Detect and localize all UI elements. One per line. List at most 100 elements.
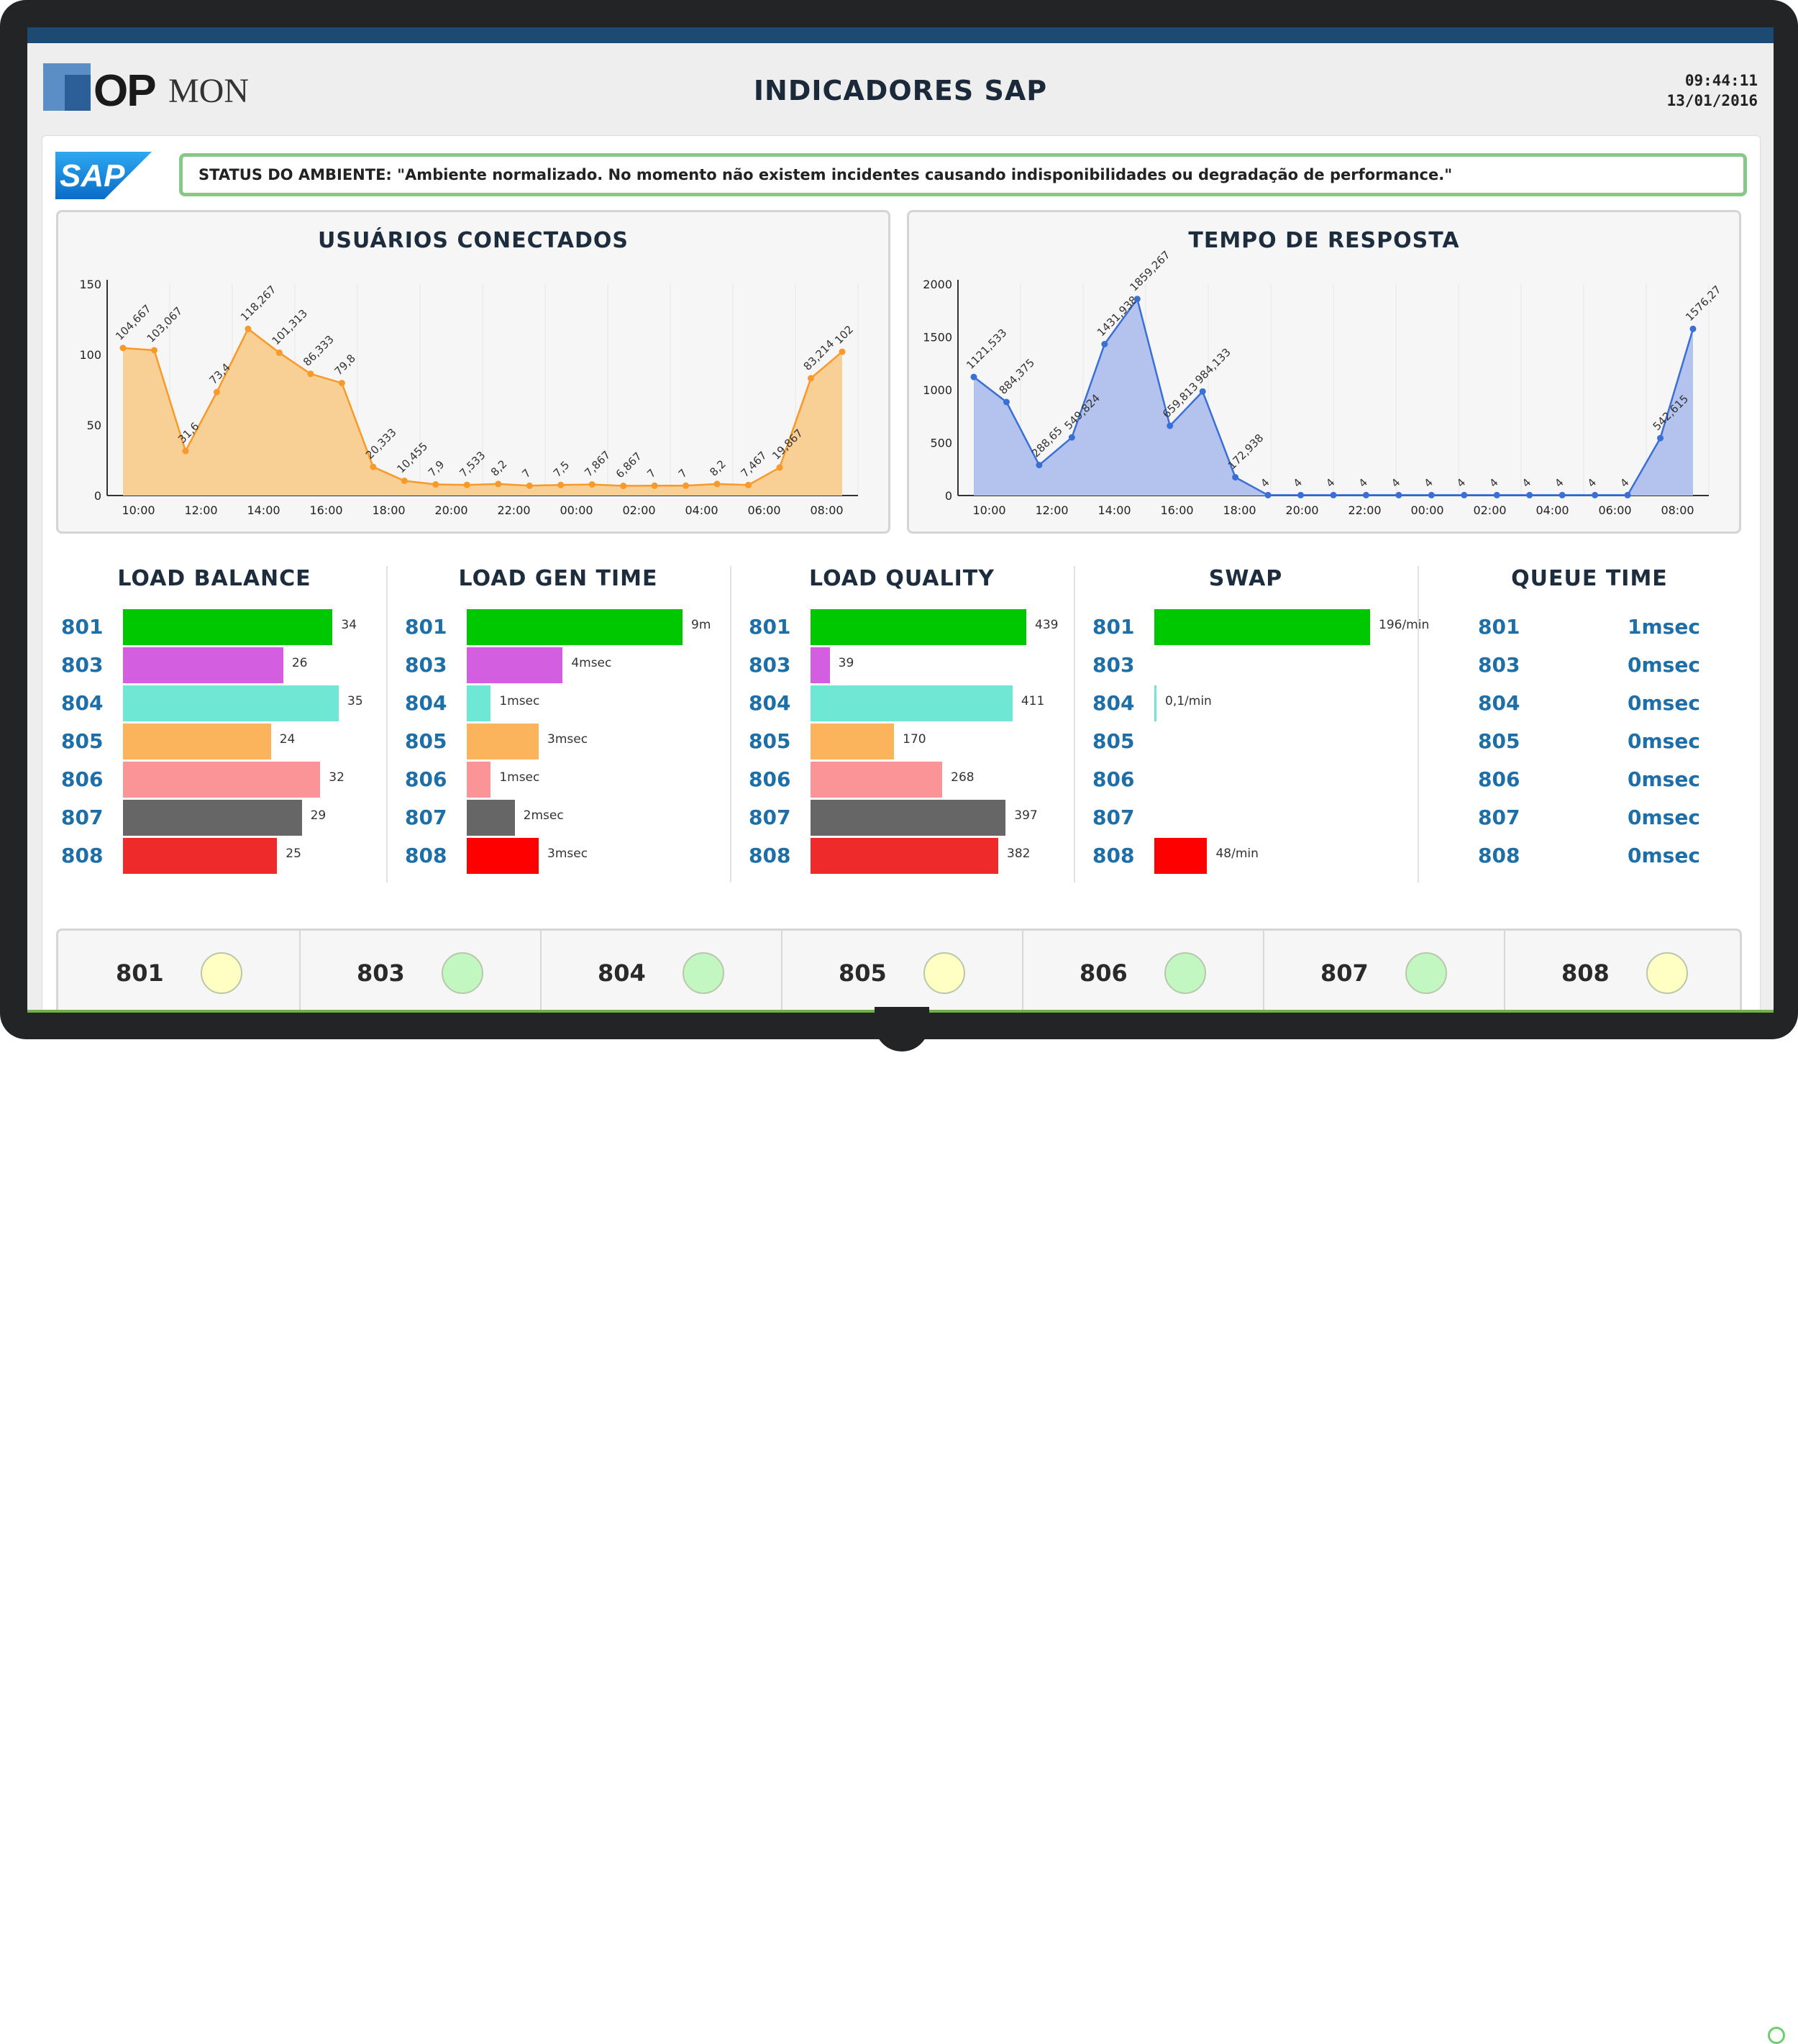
users-chart-point[interactable] [463, 481, 470, 488]
bar[interactable] [811, 800, 1006, 836]
users-chart-point[interactable] [526, 482, 533, 489]
status-indicator-icon [1405, 952, 1447, 994]
bar[interactable] [467, 609, 683, 645]
response-chart-point[interactable] [1101, 341, 1108, 348]
response-chart-point[interactable] [1362, 491, 1369, 498]
bar-row-806: 806 1msec [386, 762, 730, 798]
users-chart-point[interactable] [150, 347, 158, 354]
response-chart-point[interactable] [1330, 491, 1337, 498]
users-chart-point[interactable] [588, 481, 595, 488]
server-status-803[interactable]: 803 [299, 931, 542, 1013]
response-chart-point[interactable] [1526, 491, 1533, 498]
response-chart-point[interactable] [1461, 491, 1468, 498]
response-chart-point[interactable] [1297, 491, 1305, 498]
bar[interactable] [123, 609, 333, 645]
bar[interactable] [1154, 838, 1208, 874]
users-chart-point[interactable] [776, 464, 783, 471]
response-chart-x-tick-label: 16:00 [1160, 503, 1193, 517]
response-chart-point[interactable] [970, 373, 977, 380]
response-chart-point[interactable] [1689, 325, 1697, 332]
users-chart-data-label: 7 [519, 467, 533, 480]
bar[interactable] [811, 609, 1026, 645]
bar[interactable] [123, 800, 302, 836]
users-chart-point[interactable] [401, 478, 408, 485]
response-chart-point[interactable] [1167, 422, 1174, 429]
users-chart-point[interactable] [370, 463, 377, 470]
bar[interactable] [811, 838, 999, 874]
users-chart-point[interactable] [651, 482, 658, 489]
users-chart-point[interactable] [432, 481, 439, 488]
bar[interactable] [467, 838, 539, 874]
bar-row-805: 805 24 [42, 724, 386, 759]
users-chart-point[interactable] [213, 388, 220, 396]
server-status-807[interactable]: 807 [1263, 931, 1505, 1013]
users-chart-point[interactable] [713, 480, 721, 488]
bar[interactable] [467, 762, 491, 798]
bar-value: 439 [1035, 618, 1059, 632]
bar[interactable] [123, 647, 283, 683]
server-name: 808 [1561, 959, 1610, 987]
response-chart-point[interactable] [1264, 491, 1272, 498]
server-status-805[interactable]: 805 [781, 931, 1023, 1013]
server-status-804[interactable]: 804 [540, 931, 782, 1013]
response-chart-point[interactable] [1003, 398, 1010, 406]
queue-row-value: 0msec [1628, 844, 1700, 867]
bar[interactable] [467, 685, 491, 721]
bar[interactable] [123, 685, 339, 721]
server-status-801[interactable]: 801 [58, 931, 301, 1013]
bar[interactable] [467, 647, 563, 683]
bar[interactable] [811, 762, 943, 798]
response-chart-point[interactable] [1232, 474, 1239, 481]
response-chart-point[interactable] [1068, 434, 1075, 441]
bar[interactable] [1154, 685, 1156, 721]
response-chart-point[interactable] [1199, 388, 1206, 395]
users-chart-point[interactable] [620, 483, 627, 490]
users-chart-point[interactable] [808, 375, 815, 382]
status-indicator-icon [442, 952, 483, 994]
response-chart-point[interactable] [1133, 296, 1141, 303]
users-chart-data-label: 7,5 [551, 459, 572, 480]
users-chart-point[interactable] [745, 481, 752, 488]
response-chart-point[interactable] [1592, 491, 1599, 498]
bar[interactable] [811, 724, 895, 759]
response-chart-point[interactable] [1559, 491, 1566, 498]
response-chart-point[interactable] [1624, 491, 1631, 498]
server-status-808[interactable]: 808 [1504, 931, 1745, 1013]
bar-row-801: 801 34 [42, 609, 386, 645]
users-chart-point[interactable] [245, 325, 252, 332]
users-chart-point[interactable] [683, 482, 690, 489]
bar[interactable] [123, 724, 271, 759]
response-chart-point[interactable] [1657, 434, 1664, 442]
bar[interactable] [123, 762, 321, 798]
response-chart-point[interactable] [1036, 462, 1043, 469]
bar[interactable] [467, 724, 539, 759]
response-chart-point[interactable] [1428, 491, 1435, 498]
users-chart-point[interactable] [182, 447, 189, 455]
response-chart-y-tick-label: 2000 [923, 278, 952, 291]
bar-row-807: 807 [1074, 800, 1418, 836]
bar-value: 29 [310, 808, 327, 823]
users-chart-point[interactable] [275, 349, 283, 356]
server-name: 803 [357, 959, 405, 987]
response-chart-point[interactable] [1395, 491, 1402, 498]
bar-row-label: 807 [61, 806, 104, 829]
users-chart-point[interactable] [557, 481, 565, 488]
bar[interactable] [811, 685, 1013, 721]
bar-row-805: 805 [1074, 724, 1418, 759]
users-chart-point[interactable] [495, 480, 502, 488]
users-chart-point[interactable] [338, 380, 345, 387]
bar-row-808: 808 48/min [1074, 838, 1418, 874]
server-status-806[interactable]: 806 [1022, 931, 1264, 1013]
bar[interactable] [811, 647, 830, 683]
bar[interactable] [467, 800, 515, 836]
users-chart-data-label: 7,533 [457, 449, 488, 480]
users-chart-point[interactable] [119, 345, 127, 352]
bar-row-808: 808 3msec [386, 838, 730, 874]
response-chart-point[interactable] [1493, 491, 1500, 498]
clock: 09:44:11 13/01/2016 [1667, 70, 1758, 111]
users-chart-point[interactable] [307, 370, 314, 378]
status-indicator-icon [201, 952, 242, 994]
bar[interactable] [1154, 609, 1370, 645]
bar[interactable] [123, 838, 278, 874]
users-chart-point[interactable] [839, 348, 846, 355]
